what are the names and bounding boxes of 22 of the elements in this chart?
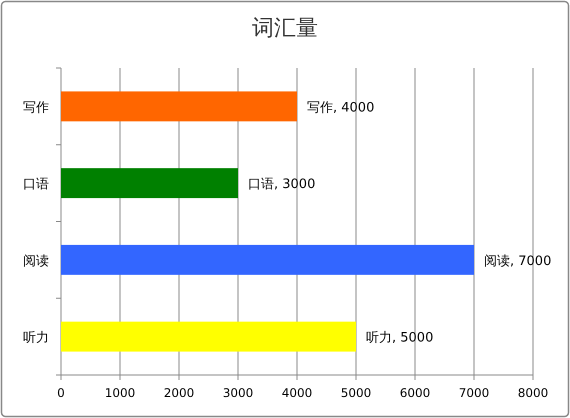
bar: [61, 168, 238, 198]
y-tick-label: 写作: [23, 100, 49, 116]
x-tick-label: 1000: [104, 386, 136, 400]
x-tick-label: 7000: [458, 386, 490, 400]
x-tick-label: 2000: [164, 386, 194, 400]
y-tick-label: 阅读: [23, 254, 49, 269]
data-label: 写作, 4000: [307, 100, 374, 116]
x-tick-label: 8000: [518, 386, 548, 400]
y-tick-label: 口语: [23, 177, 49, 192]
bar: [61, 91, 297, 122]
bar: [61, 244, 474, 275]
data-label: 听力, 5000: [366, 330, 434, 346]
chart-title: 词汇量: [252, 16, 318, 41]
x-tick-label: 3000: [222, 386, 254, 400]
y-tick-label: 听力: [23, 330, 49, 346]
bar: [61, 322, 356, 352]
x-tick-label: 4000: [282, 386, 312, 400]
x-tick-label: 0: [57, 386, 65, 400]
data-label: 阅读, 7000: [484, 254, 552, 269]
data-label: 口语, 3000: [248, 177, 316, 192]
x-tick-label: 5000: [340, 386, 372, 400]
x-tick-label: 6000: [400, 386, 430, 400]
